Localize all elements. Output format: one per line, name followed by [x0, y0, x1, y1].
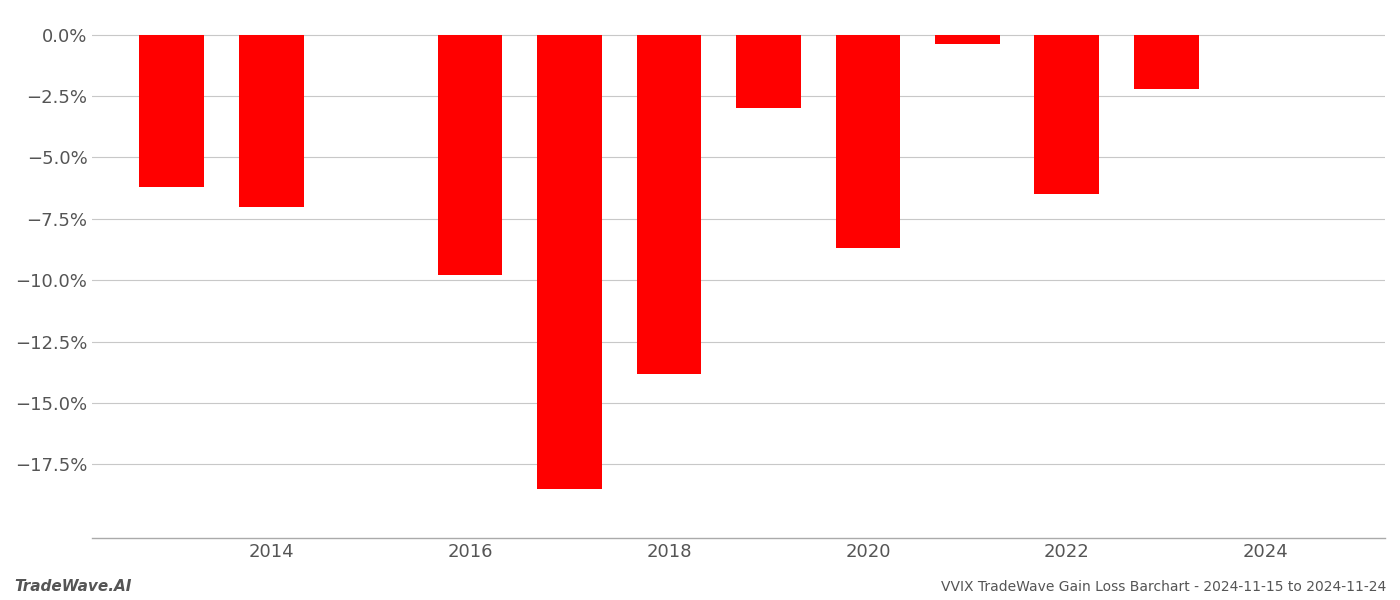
- Bar: [1134, 35, 1198, 89]
- Bar: [736, 35, 801, 109]
- Bar: [140, 35, 204, 187]
- Text: VVIX TradeWave Gain Loss Barchart - 2024-11-15 to 2024-11-24: VVIX TradeWave Gain Loss Barchart - 2024…: [941, 580, 1386, 594]
- Bar: [438, 35, 503, 275]
- Text: TradeWave.AI: TradeWave.AI: [14, 579, 132, 594]
- Bar: [538, 35, 602, 489]
- Bar: [637, 35, 701, 374]
- Bar: [836, 35, 900, 248]
- Bar: [1035, 35, 1099, 194]
- Bar: [935, 35, 1000, 44]
- Bar: [239, 35, 304, 206]
